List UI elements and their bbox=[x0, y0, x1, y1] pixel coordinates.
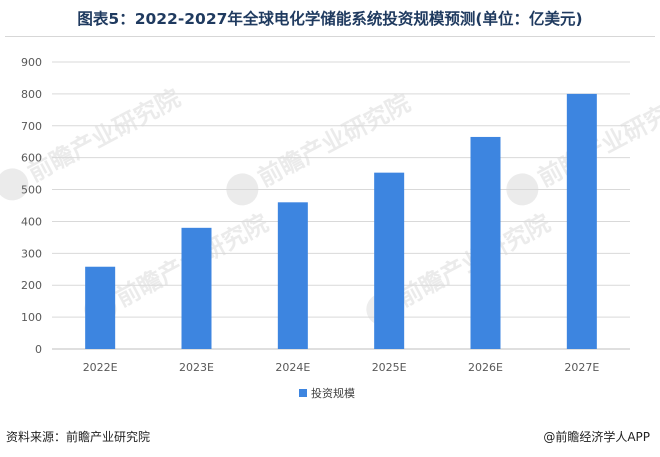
bar bbox=[470, 136, 501, 349]
bar-chart: 前瞻产业研究院前瞻产业研究院前瞻产业研究院前瞻产业研究院前瞻产业研究院 0100… bbox=[0, 56, 660, 400]
x-axis-ticks: 2022E 2023E 2024E 2025E 2026E 2027E bbox=[83, 361, 600, 374]
source-note: 资料来源：前瞻产业研究院 bbox=[6, 430, 151, 444]
y-tick-label: 200 bbox=[21, 279, 42, 292]
y-tick-label: 300 bbox=[21, 247, 42, 260]
gridlines bbox=[52, 61, 630, 350]
x-tick-label: 2023E bbox=[179, 361, 214, 374]
x-tick-label: 2027E bbox=[564, 361, 599, 374]
y-tick-label: 900 bbox=[21, 56, 42, 69]
legend-swatch bbox=[299, 389, 307, 397]
x-tick-label: 2026E bbox=[468, 361, 503, 374]
bar bbox=[374, 172, 405, 349]
x-tick-label: 2022E bbox=[83, 361, 118, 374]
bar bbox=[566, 93, 597, 349]
y-tick-label: 700 bbox=[21, 120, 42, 133]
y-tick-label: 800 bbox=[21, 88, 42, 101]
watermark-logo-icon bbox=[0, 168, 29, 201]
y-tick-label: 500 bbox=[21, 184, 42, 197]
x-tick-label: 2025E bbox=[372, 361, 407, 374]
bars bbox=[85, 93, 597, 349]
title-divider bbox=[5, 36, 655, 37]
legend-label: 投资规模 bbox=[311, 386, 355, 400]
bar bbox=[85, 266, 116, 349]
y-tick-label: 600 bbox=[21, 152, 42, 165]
y-tick-label: 400 bbox=[21, 215, 42, 228]
x-tick-label: 2024E bbox=[275, 361, 310, 374]
chart-title: 图表5：2022-2027年全球电化学储能系统投资规模预测(单位：亿美元) bbox=[77, 10, 583, 28]
bar bbox=[277, 202, 308, 349]
bar bbox=[181, 227, 212, 349]
legend: 投资规模 bbox=[299, 386, 355, 400]
y-tick-label: 100 bbox=[21, 311, 42, 324]
watermark-text: 前瞻产业研究院 bbox=[23, 84, 184, 188]
y-axis-ticks: 0 100 200 300 400 500 600 700 800 900 bbox=[21, 56, 42, 356]
credit-note: @前瞻经济学人APP bbox=[543, 430, 650, 444]
y-tick-label: 0 bbox=[35, 343, 42, 356]
